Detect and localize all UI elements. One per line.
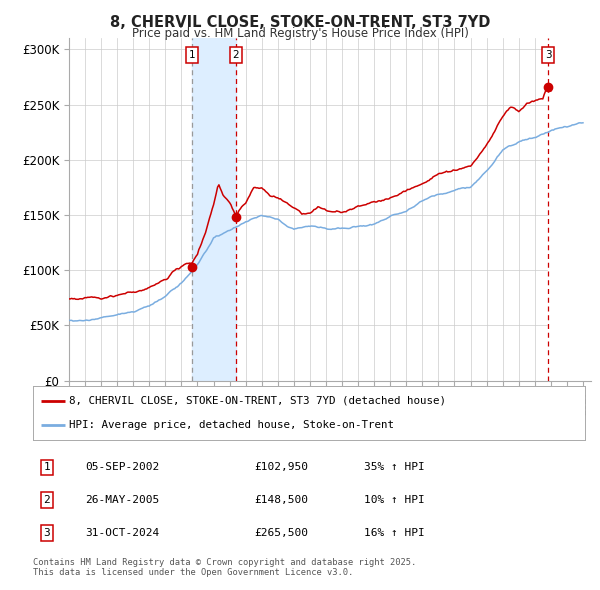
- Text: £102,950: £102,950: [254, 463, 308, 472]
- Text: 35% ↑ HPI: 35% ↑ HPI: [364, 463, 425, 472]
- Text: 3: 3: [545, 50, 551, 60]
- Bar: [548, 38, 591, 381]
- Text: HPI: Average price, detached house, Stoke-on-Trent: HPI: Average price, detached house, Stok…: [69, 420, 394, 430]
- Text: 1: 1: [43, 463, 50, 472]
- Text: 3: 3: [43, 528, 50, 537]
- Text: Contains HM Land Registry data © Crown copyright and database right 2025.
This d: Contains HM Land Registry data © Crown c…: [33, 558, 416, 577]
- Bar: [548, 38, 591, 381]
- Text: 16% ↑ HPI: 16% ↑ HPI: [364, 528, 425, 537]
- Text: 31-OCT-2024: 31-OCT-2024: [85, 528, 160, 537]
- Text: 8, CHERVIL CLOSE, STOKE-ON-TRENT, ST3 7YD: 8, CHERVIL CLOSE, STOKE-ON-TRENT, ST3 7Y…: [110, 15, 490, 30]
- Text: 1: 1: [189, 50, 196, 60]
- Text: Price paid vs. HM Land Registry's House Price Index (HPI): Price paid vs. HM Land Registry's House …: [131, 27, 469, 40]
- Bar: [193, 38, 236, 381]
- Text: 05-SEP-2002: 05-SEP-2002: [85, 463, 160, 472]
- Text: 2: 2: [43, 495, 50, 505]
- Text: £265,500: £265,500: [254, 528, 308, 537]
- Text: 2: 2: [233, 50, 239, 60]
- Text: 8, CHERVIL CLOSE, STOKE-ON-TRENT, ST3 7YD (detached house): 8, CHERVIL CLOSE, STOKE-ON-TRENT, ST3 7Y…: [69, 396, 446, 406]
- Text: £148,500: £148,500: [254, 495, 308, 505]
- Text: 26-MAY-2005: 26-MAY-2005: [85, 495, 160, 505]
- Text: 10% ↑ HPI: 10% ↑ HPI: [364, 495, 425, 505]
